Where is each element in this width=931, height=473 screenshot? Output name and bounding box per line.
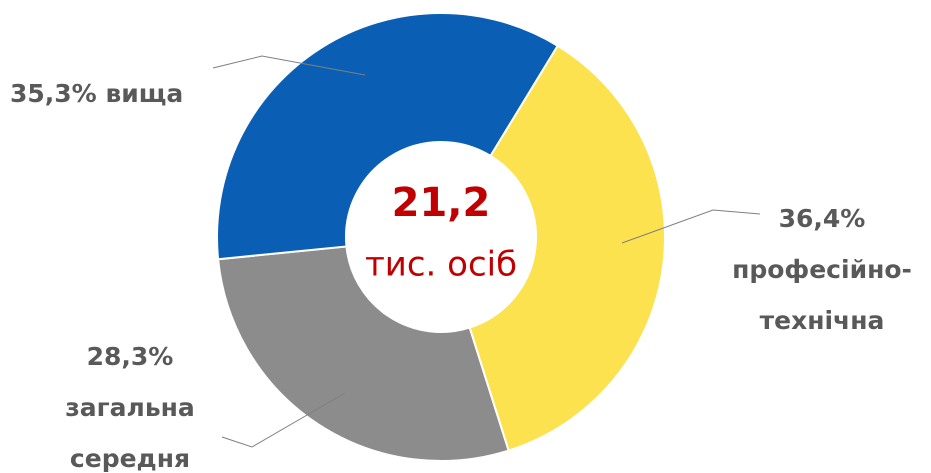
leader-line	[621, 209, 761, 244]
center-label: тис. осіб	[365, 245, 517, 285]
donut-segment	[468, 44, 666, 452]
leader-line	[212, 55, 366, 76]
donut-segment	[216, 12, 560, 261]
category-label: вища	[105, 79, 183, 108]
center-value: 21,2	[392, 180, 491, 226]
category-label: професійно-	[732, 255, 912, 284]
value-label: 36,4%	[779, 204, 866, 233]
leader-line	[221, 392, 346, 448]
value-label: 35,3%	[10, 79, 97, 108]
value-label: 28,3%	[87, 342, 174, 371]
donut-segment	[217, 245, 510, 462]
data-label: 35,3% вища	[10, 79, 183, 108]
category-label: загальна	[65, 393, 195, 422]
category-label: технічна	[760, 306, 885, 335]
category-label: середня	[70, 444, 190, 473]
